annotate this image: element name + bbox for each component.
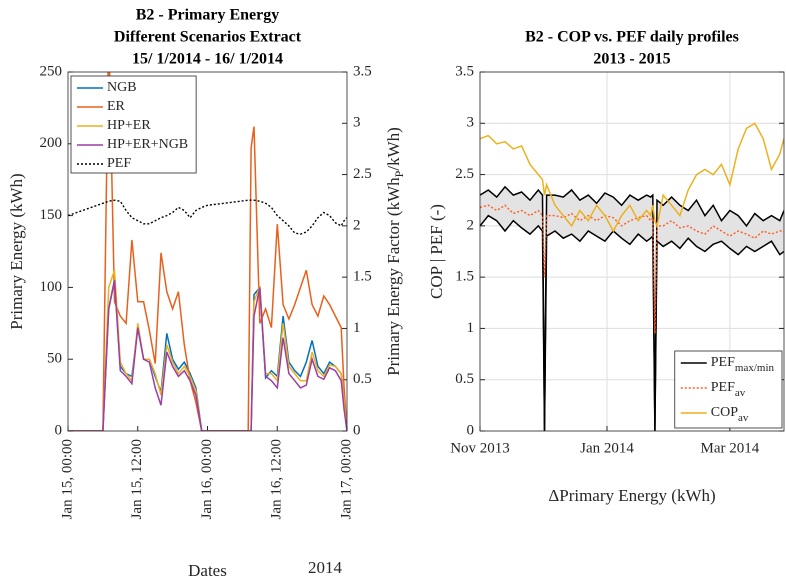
y2-tick-label: 2.5 — [353, 166, 372, 182]
y2-axis-label: Primary Energy Factor (kWhP/kWh) — [384, 127, 406, 376]
legend-box — [674, 350, 783, 429]
y2-tick-label: 0 — [353, 422, 361, 438]
x-tick-label: Jan 17, 00:00 — [338, 439, 354, 519]
y-tick-label: 0 — [467, 422, 475, 438]
x-tick-label: Mar 2014 — [700, 440, 759, 456]
legend-name: HP+ER — [107, 118, 151, 133]
chart-title: B2 - COP vs. PEF daily profiles — [525, 29, 739, 46]
y-tick-label: 0.5 — [455, 371, 474, 387]
chart-title: 2013 - 2015 — [593, 51, 670, 68]
x-axis-label: Dates — [188, 561, 227, 580]
legend-text: NGB — [107, 80, 137, 95]
legend-name: HP+ER+NGB — [107, 137, 188, 152]
y2-tick-label: 0.5 — [353, 371, 372, 387]
y-axis-label: COP | PEF (-) — [427, 204, 446, 299]
legend-name: NGB — [107, 80, 137, 95]
legend-name-sub: av — [738, 412, 749, 424]
chart-title: Different Scenarios Extract — [114, 29, 302, 46]
x-tick-label: Jan 15, 12:00 — [129, 439, 145, 519]
legend-text: ER — [107, 99, 126, 114]
legend-text: PEFav — [711, 380, 746, 398]
series-line — [68, 269, 347, 431]
y-axis-label: Primary Energy (kWh) — [7, 173, 26, 329]
legend-text: HP+ER+NGB — [107, 137, 188, 152]
legend-name: PEF — [711, 355, 735, 370]
y-tick-label: 3.5 — [455, 63, 474, 79]
y2-tick-label: 1 — [353, 320, 361, 336]
y2-tick-label: 2 — [353, 217, 361, 233]
plot-frame — [479, 71, 785, 432]
y2-axis-label-part: P — [392, 170, 406, 177]
x-tick-label: Jan 16, 12:00 — [269, 439, 285, 519]
legend-name-sub: av — [735, 387, 746, 399]
y2-tick-label: 1.5 — [353, 269, 372, 285]
legend-name: COP — [711, 405, 738, 420]
legend-box — [70, 75, 197, 174]
y-tick-label: 0 — [55, 422, 63, 438]
band-line — [480, 185, 784, 431]
x-axis-label: ΔPrimary Energy (kWh) — [548, 486, 715, 505]
legend-text: COPav — [711, 405, 749, 423]
y-tick-label: 3 — [467, 115, 475, 131]
y2-axis-label-part: Primary Energy Factor (kWh — [384, 177, 403, 376]
series-line — [480, 122, 784, 233]
plot-frame — [67, 71, 348, 432]
legend-text: HP+ER — [107, 118, 151, 133]
chart-title: B2 - Primary Energy — [136, 7, 280, 24]
chart-title: 15/ 1/2014 - 16/ 1/2014 — [132, 51, 283, 68]
x-tick-label: Jan 2014 — [580, 440, 634, 456]
y-tick-label: 250 — [40, 63, 63, 79]
legend-name: ER — [107, 99, 126, 114]
y-tick-label: 100 — [40, 279, 63, 295]
y-tick-label: 2 — [467, 217, 475, 233]
legend: NGB ER HP+ER HP+ER+NGB PEF — [70, 75, 197, 174]
y-tick-label: 1 — [467, 320, 475, 336]
series-line — [68, 72, 347, 431]
x-tick-label: Jan 16, 00:00 — [199, 439, 215, 519]
legend-text: PEF — [107, 156, 131, 171]
legend-name: PEF — [711, 380, 735, 395]
series-line — [480, 204, 784, 334]
series-line — [68, 199, 347, 235]
legend-name: PEF — [107, 156, 131, 171]
y-tick-label: 150 — [40, 207, 63, 223]
y2-tick-label: 3 — [353, 115, 361, 131]
series-line — [68, 280, 347, 431]
x-tick-label: Jan 15, 00:00 — [59, 439, 75, 519]
legend-text: PEFmax/min — [711, 355, 775, 373]
y-tick-label: 1.5 — [455, 269, 474, 285]
y-tick-label: 50 — [47, 351, 62, 367]
y2-tick-label: 3.5 — [353, 63, 372, 79]
y-tick-label: 2.5 — [455, 166, 474, 182]
annotation: 2014 — [308, 558, 343, 577]
band-line — [480, 214, 784, 431]
legend-name-sub: max/min — [735, 362, 775, 374]
x-tick-label: Nov 2013 — [450, 440, 510, 456]
y2-axis-label-part: /kWh) — [384, 127, 403, 170]
y-tick-label: 200 — [40, 135, 63, 151]
